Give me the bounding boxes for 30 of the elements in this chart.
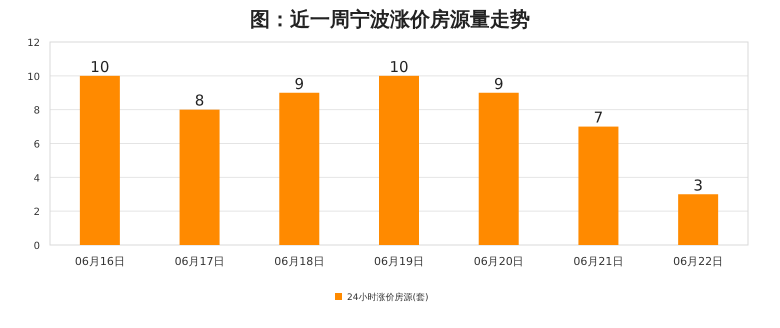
bar (379, 76, 419, 245)
bar (180, 110, 220, 245)
chart-title: 图：近一周宁波涨价房源量走势 (250, 7, 530, 31)
bar (678, 194, 718, 245)
y-tick-label: 4 (34, 173, 40, 184)
data-label: 10 (389, 58, 409, 76)
bar (80, 76, 120, 245)
data-label: 9 (494, 74, 504, 93)
bar (478, 92, 519, 245)
bar (578, 126, 618, 245)
y-tick-label: 2 (34, 207, 40, 218)
x-tick-label: 06月20日 (474, 255, 524, 268)
y-tick-label: 12 (27, 38, 40, 49)
data-label: 8 (194, 92, 204, 110)
x-tick-label: 06月22日 (673, 255, 724, 268)
x-tick-label: 06月17日 (174, 255, 225, 268)
data-label: 10 (90, 58, 110, 76)
legend-label: 24小时涨价房源(套) (347, 292, 428, 303)
bar (279, 92, 320, 245)
x-tick-label: 06月16日 (74, 255, 125, 268)
y-tick-label: 0 (34, 241, 40, 252)
data-label: 7 (594, 108, 604, 127)
x-tick-label: 06月19日 (374, 255, 424, 268)
x-tick-label: 06月21日 (573, 255, 624, 268)
y-tick-label: 6 (34, 140, 40, 150)
data-label: 3 (693, 176, 703, 194)
y-tick-label: 8 (34, 106, 40, 117)
y-tick-label: 10 (27, 72, 40, 83)
data-label: 9 (294, 74, 304, 93)
x-tick-label: 06月18日 (274, 255, 324, 268)
